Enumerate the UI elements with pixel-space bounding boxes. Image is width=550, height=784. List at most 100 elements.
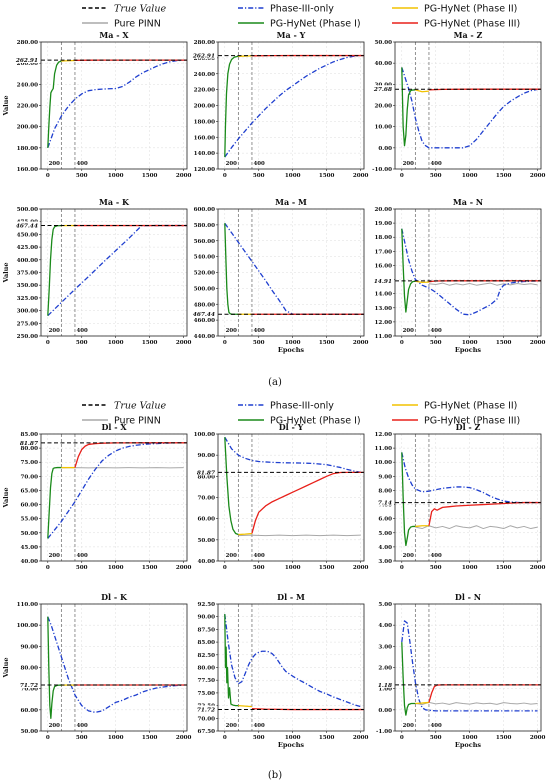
xtick-label: 0	[223, 565, 227, 571]
ytick-label: 80.00	[197, 474, 215, 480]
ytick-label: 82.50	[197, 653, 215, 659]
phase-boundary-label: 200	[49, 328, 61, 334]
ytick-label: 100.00	[194, 432, 216, 438]
true-value-label: 467.44	[193, 312, 215, 318]
ytick-label: 18.00	[374, 235, 392, 241]
ytick-label: 19.00	[374, 221, 392, 227]
ytick-label: 60.00	[20, 708, 38, 714]
xtick-label: 500	[253, 565, 265, 571]
ytick-label: 6.00	[378, 517, 392, 523]
legend-label-pinn: Pure PINN	[114, 416, 161, 427]
phase-boundary-label: 200	[403, 328, 415, 334]
x-axis-label: Epochs	[278, 346, 305, 354]
ytick-label: 220.00	[17, 104, 39, 110]
xtick-label: 1500	[319, 565, 335, 571]
panel-dl-z: 2004003.004.005.006.007.008.009.0010.001…	[369, 422, 545, 571]
true-value-label-bg	[192, 468, 217, 476]
panel-ma-n: 20040011.0012.0013.0014.0015.0016.0017.0…	[369, 197, 545, 354]
xtick-label: 500	[430, 735, 442, 741]
xtick-label: 2000	[530, 173, 546, 179]
x-axis-label: Epochs	[455, 346, 482, 354]
series-p2	[61, 59, 75, 62]
series-p1	[224, 437, 239, 536]
xtick-label: 500	[430, 173, 442, 179]
ytick-label: 77.50	[197, 678, 215, 684]
xtick-label: 0	[223, 340, 227, 346]
ytick-label: 480.00	[194, 302, 216, 308]
ytick-label: 400.00	[17, 258, 39, 264]
series-phase3only	[401, 67, 538, 149]
ytick-label: -1.00	[376, 729, 392, 735]
ytick-label: 90.00	[197, 453, 215, 459]
ytick-label: 3.00	[378, 644, 392, 650]
xtick-label: 1000	[285, 340, 301, 346]
xtick-label: 1000	[285, 735, 301, 741]
xtick-label: 0	[400, 735, 404, 741]
true-value-label-bg	[15, 438, 40, 446]
panel-title: Dl - Y	[279, 422, 304, 432]
ytick-label: 580.00	[194, 223, 216, 229]
ytick-label: 75.00	[20, 460, 38, 466]
ytick-label: 75.00	[197, 691, 215, 697]
ytick-label: 70.00	[20, 474, 38, 480]
ytick-label: 80.00	[20, 446, 38, 452]
xtick-label: 0	[46, 565, 50, 571]
panel-title: Dl - K	[101, 592, 128, 602]
ytick-label: 92.50	[197, 602, 215, 608]
ytick-label: 50.00	[374, 40, 392, 46]
series-p3	[74, 442, 187, 468]
true-value-label: 7.14	[378, 501, 392, 507]
ytick-label: 375.00	[17, 271, 39, 277]
xtick-label: 2000	[353, 173, 369, 179]
series-p2	[415, 701, 430, 705]
xtick-label: 0	[46, 173, 50, 179]
ytick-label: 20.00	[374, 207, 392, 213]
xtick-label: 0	[400, 340, 404, 346]
ytick-label: 11.00	[374, 334, 392, 340]
series-phase3only	[224, 436, 361, 473]
xtick-label: 2000	[176, 565, 192, 571]
ytick-label: 40.00	[197, 559, 215, 565]
xtick-label: 2000	[353, 340, 369, 346]
phase-boundary-label: 200	[403, 553, 415, 559]
legend-item-phase3only: Phase-III-only	[238, 401, 334, 412]
series-p1	[401, 642, 416, 716]
xtick-label: 0	[46, 735, 50, 741]
ytick-label: 10.00	[374, 125, 392, 131]
xtick-label: 1500	[496, 565, 512, 571]
panel-title: Ma - X	[99, 30, 129, 40]
ytick-label: 160.00	[194, 135, 216, 141]
series-p3	[428, 501, 541, 526]
y-axis-label: Value	[2, 263, 10, 284]
xtick-label: 500	[76, 173, 88, 179]
xtick-label: 1500	[319, 735, 335, 741]
xtick-label: 500	[253, 340, 265, 346]
xtick-label: 500	[430, 340, 442, 346]
ytick-label: 90.00	[197, 615, 215, 621]
ytick-label: 12.00	[374, 320, 392, 326]
ytick-label: 5.00	[378, 602, 392, 608]
legend-item-pinn: Pure PINN	[82, 416, 161, 427]
series-p2	[415, 525, 429, 528]
legend-item-p3: PG-HyNet (Phase III)	[392, 19, 520, 30]
phase-boundary-label: 200	[226, 723, 238, 729]
true-value-label-bg	[15, 221, 40, 229]
legend-label-pinn: Pure PINN	[114, 19, 161, 30]
ytick-label: 240.00	[17, 82, 39, 88]
legend-item-p1: PG-HyNet (Phase I)	[238, 416, 361, 427]
xtick-label: 1000	[462, 173, 478, 179]
ytick-label: 100.00	[17, 623, 39, 629]
ytick-label: 260.00	[194, 56, 216, 62]
true-value-label: 14.91	[374, 279, 392, 285]
legend-item-true: True Value	[82, 4, 166, 15]
true-value-label-bg	[369, 276, 394, 284]
ytick-label: 13.00	[374, 306, 392, 312]
xtick-label: 1500	[496, 735, 512, 741]
xtick-label: 1500	[142, 173, 158, 179]
ytick-label: 85.00	[20, 432, 38, 438]
plot-frame	[394, 208, 542, 337]
legend-label-p1: PG-HyNet (Phase I)	[270, 19, 361, 30]
ytick-label: 50.00	[20, 729, 38, 735]
true-value-label-bg	[15, 56, 40, 64]
